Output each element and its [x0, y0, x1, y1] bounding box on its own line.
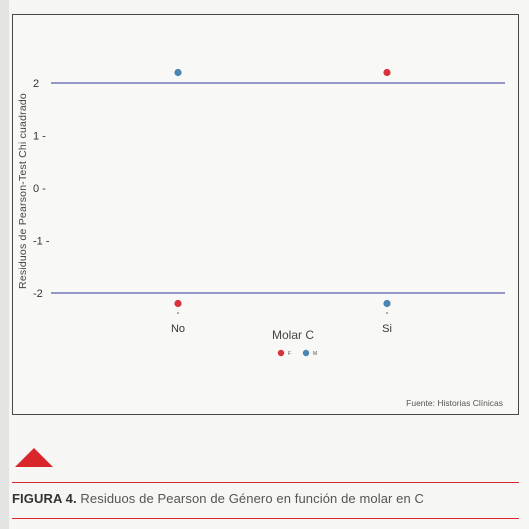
y-axis-ticks: 2 1 - 0 - -1 - -2	[33, 78, 50, 300]
y-tick-label: -1 -	[33, 236, 50, 248]
legend-label-F: F	[288, 351, 291, 357]
y-axis-label: Residuos de Pearson-Test Chi cuadrado	[17, 93, 29, 289]
point-F	[174, 299, 182, 308]
chart-svg: 2 1 - 0 - -1 - -2 Residuos de Pearson-Test C…	[17, 68, 505, 408]
x-tick-label: No	[171, 323, 185, 335]
y-tick-label: 1 -	[33, 131, 46, 143]
x-tick-mark	[177, 312, 179, 314]
point-M	[383, 299, 391, 308]
legend-marker-F	[277, 349, 285, 357]
figure-caption-prefix: FIGURA 4.	[12, 491, 77, 506]
figure-caption: FIGURA 4. Residuos de Pearson de Género …	[12, 491, 527, 506]
legend-marker-M	[302, 349, 310, 357]
reference-lines	[51, 82, 505, 294]
red-triangle-icon	[15, 448, 53, 467]
page-edge-strip	[0, 0, 9, 529]
figure-caption-text: Residuos de Pearson de Género en función…	[76, 491, 425, 506]
point-F	[383, 68, 391, 77]
y-tick-label: -2	[33, 288, 43, 300]
chart-frame: 2 1 - 0 - -1 - -2 Residuos de Pearson-Test C…	[12, 14, 519, 415]
caption-bottom-rule	[12, 518, 519, 519]
x-axis-label: Molar C	[272, 328, 314, 342]
x-tick-label: Si	[382, 323, 392, 335]
y-tick-label: 2	[33, 78, 39, 90]
x-category-ticks: No Si	[171, 312, 392, 335]
x-tick-mark	[386, 312, 388, 314]
source-note: Fuente: Historias Clínicas	[406, 398, 503, 408]
data-points	[174, 68, 391, 308]
legend-label-M: M	[313, 351, 317, 357]
point-M	[174, 68, 182, 77]
caption-top-rule	[12, 482, 519, 483]
y-tick-label: 0 -	[33, 183, 46, 195]
